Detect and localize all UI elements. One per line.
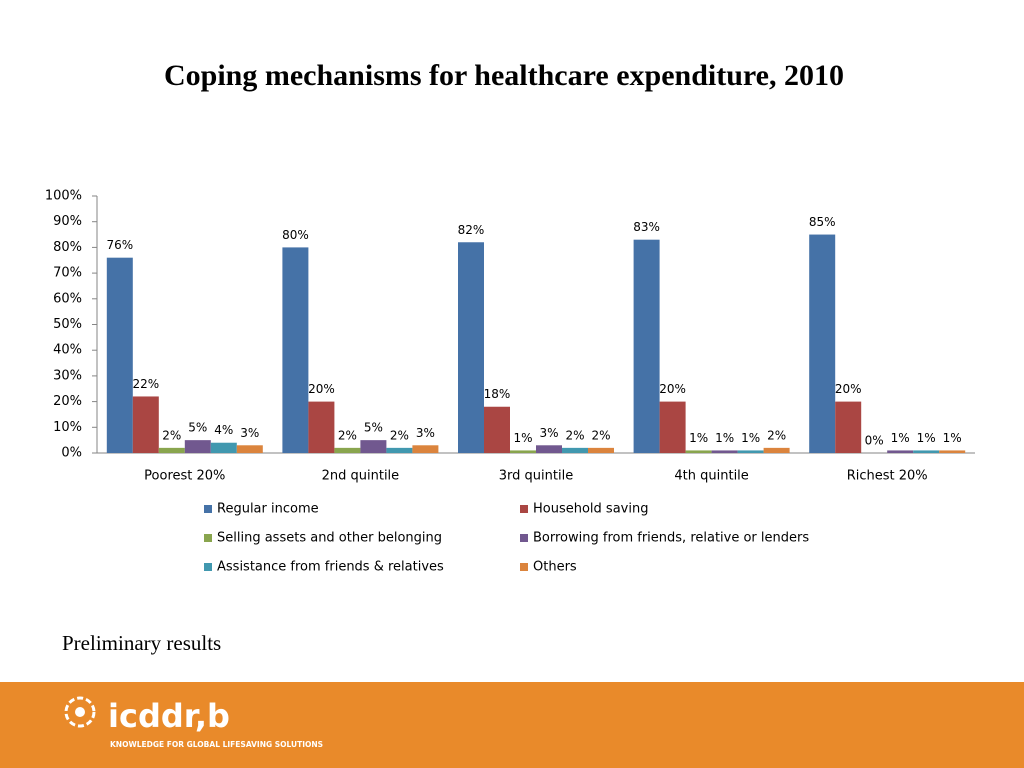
- bar: [588, 447, 614, 453]
- value-label: 2%: [565, 428, 584, 442]
- bar: [913, 450, 940, 453]
- value-label: 76%: [106, 238, 133, 252]
- y-tick-label: 70%: [53, 266, 82, 281]
- bar: [562, 447, 588, 453]
- bar: [633, 239, 660, 453]
- value-label: 18%: [484, 387, 511, 401]
- bar: [737, 450, 764, 453]
- bar: [659, 401, 686, 453]
- value-label: 20%: [659, 382, 686, 396]
- y-tick-label: 10%: [53, 420, 82, 435]
- y-tick-label: 50%: [53, 317, 82, 332]
- value-label: 0%: [865, 434, 884, 448]
- bar: [184, 440, 211, 453]
- y-tick-label: 40%: [53, 343, 82, 358]
- value-label: 2%: [162, 428, 181, 442]
- value-label: 3%: [240, 426, 259, 440]
- footer-band: [0, 682, 1024, 768]
- value-label: 5%: [188, 421, 207, 435]
- bar: [458, 242, 484, 453]
- x-tick-label: 4th quintile: [674, 469, 748, 484]
- value-label: 1%: [943, 431, 962, 445]
- bar: [334, 447, 361, 453]
- bar: [484, 406, 510, 453]
- value-label: 85%: [809, 215, 836, 229]
- legend-swatch: [204, 563, 212, 571]
- value-label: 83%: [633, 220, 660, 234]
- logo-text: icddr,b: [108, 697, 230, 735]
- bar: [386, 447, 413, 453]
- bar: [236, 445, 263, 453]
- tagline: KNOWLEDGE FOR GLOBAL LIFESAVING SOLUTION…: [110, 740, 323, 749]
- value-label: 22%: [132, 377, 159, 391]
- value-label: 3%: [416, 426, 435, 440]
- legend-label: Borrowing from friends, relative or lend…: [533, 531, 809, 546]
- bar: [887, 450, 914, 453]
- legend-swatch: [520, 563, 528, 571]
- y-tick-label: 20%: [53, 394, 82, 409]
- bar: [282, 247, 309, 453]
- y-tick-label: 80%: [53, 240, 82, 255]
- x-tick-label: 3rd quintile: [499, 469, 573, 484]
- bar: [536, 445, 562, 453]
- legend-label: Others: [533, 560, 577, 575]
- bar: [835, 401, 862, 453]
- legend-swatch: [204, 534, 212, 542]
- legend-swatch: [520, 534, 528, 542]
- x-tick-label: Richest 20%: [847, 469, 928, 484]
- legend-swatch: [520, 505, 528, 513]
- note: Preliminary results: [62, 631, 221, 655]
- y-tick-label: 90%: [53, 214, 82, 229]
- legend-label: Household saving: [533, 502, 648, 517]
- value-label: 2%: [338, 428, 357, 442]
- bar: [685, 450, 712, 453]
- y-tick-label: 0%: [61, 446, 82, 461]
- bar: [210, 442, 237, 453]
- logo-icon: [64, 696, 96, 728]
- value-label: 1%: [513, 431, 532, 445]
- x-tick-label: Poorest 20%: [144, 469, 225, 484]
- chart-title: Coping mechanisms for healthcare expendi…: [164, 59, 844, 92]
- y-tick-label: 30%: [53, 368, 82, 383]
- logo-icon-center: [75, 707, 85, 717]
- value-label: 80%: [282, 228, 309, 242]
- bar: [510, 450, 536, 453]
- value-label: 2%: [591, 428, 610, 442]
- value-label: 2%: [390, 428, 409, 442]
- x-tick-label: 2nd quintile: [322, 469, 400, 484]
- value-label: 5%: [364, 421, 383, 435]
- value-label: 1%: [741, 431, 760, 445]
- value-label: 1%: [891, 431, 910, 445]
- value-label: 20%: [835, 382, 862, 396]
- bar: [711, 450, 738, 453]
- bar: [158, 447, 185, 453]
- bar: [763, 447, 790, 453]
- legend-label: Assistance from friends & relatives: [217, 560, 444, 575]
- value-label: 1%: [689, 431, 708, 445]
- bar: [809, 234, 836, 453]
- bar: [939, 450, 966, 453]
- legend-label: Regular income: [217, 502, 319, 517]
- bar: [412, 445, 439, 453]
- legend-label: Selling assets and other belonging: [217, 531, 442, 546]
- legend-swatch: [204, 505, 212, 513]
- value-label: 3%: [539, 426, 558, 440]
- bar: [308, 401, 335, 453]
- value-label: 2%: [767, 428, 786, 442]
- value-label: 20%: [308, 382, 335, 396]
- value-label: 82%: [458, 223, 485, 237]
- y-tick-label: 60%: [53, 291, 82, 306]
- value-label: 1%: [715, 431, 734, 445]
- bar: [360, 440, 387, 453]
- bar: [106, 257, 133, 453]
- y-tick-label: 100%: [45, 189, 82, 204]
- bar: [132, 396, 159, 453]
- value-label: 4%: [214, 423, 233, 437]
- value-label: 1%: [917, 431, 936, 445]
